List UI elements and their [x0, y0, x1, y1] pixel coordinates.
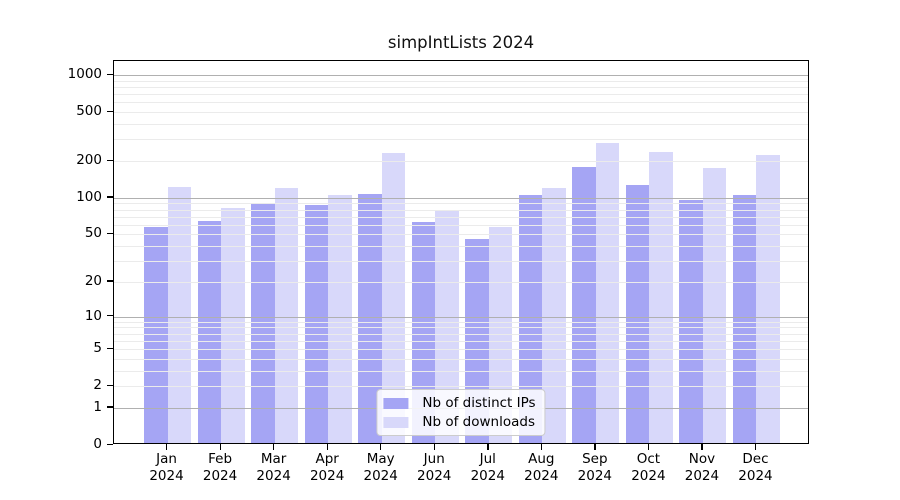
- y-tick-mark: [107, 315, 113, 317]
- x-tick-label-oct: Oct 2024: [631, 451, 666, 484]
- bar-ips-jun: [411, 222, 436, 443]
- x-tick-label-mar: Mar 2024: [256, 451, 291, 484]
- x-tick-mark: [219, 444, 221, 450]
- bar-ips-may: [358, 193, 382, 443]
- bar-downloads-feb: [221, 208, 245, 443]
- x-tick-mark: [166, 444, 168, 450]
- x-tick-label-jun: Jun 2024: [417, 451, 452, 484]
- x-tick-label-jul: Jul 2024: [470, 451, 505, 484]
- y-tick-label-100: 100: [76, 188, 102, 205]
- y-tick-label-1: 1: [93, 398, 102, 415]
- bar-downloads-dec: [756, 154, 780, 443]
- y-tick-mark: [107, 196, 113, 198]
- x-tick-label-may: May 2024: [363, 451, 398, 484]
- y-tick-label-200: 200: [76, 152, 102, 168]
- bar-downloads-jan: [167, 187, 192, 443]
- y-tick-label-500: 500: [76, 103, 102, 120]
- bar-ips-aug: [518, 195, 543, 443]
- y-tick-label-0: 0: [93, 436, 102, 452]
- legend-swatch-ips: [383, 397, 409, 409]
- x-tick-mark: [594, 444, 596, 450]
- x-tick-label-jan: Jan 2024: [149, 451, 184, 484]
- y-tick-label-2: 2: [93, 377, 102, 394]
- y-tick-label-1000: 1000: [67, 66, 102, 83]
- bar-downloads-sep: [595, 143, 620, 443]
- y-tick-mark: [107, 384, 113, 386]
- legend: Nb of distinct IPs Nb of downloads: [376, 389, 546, 436]
- y-tick-mark: [107, 443, 113, 445]
- legend-label-distinct-ips: Nb of distinct IPs: [422, 395, 536, 411]
- bar-ips-apr: [304, 205, 329, 443]
- x-tick-label-apr: Apr 2024: [309, 451, 345, 484]
- bar-downloads-nov: [702, 168, 727, 443]
- x-tick-mark: [487, 444, 489, 450]
- bar-ips-jan: [144, 226, 168, 443]
- x-tick-mark: [380, 444, 382, 450]
- x-tick-mark: [540, 444, 543, 450]
- x-tick-mark: [754, 444, 757, 450]
- y-tick-mark: [107, 232, 113, 235]
- bar-downloads-mar: [274, 188, 299, 443]
- bar-downloads-jul: [488, 226, 513, 443]
- legend-item-distinct-ips: Nb of distinct IPs: [383, 395, 536, 411]
- y-tick-label-5: 5: [93, 340, 102, 357]
- bar-downloads-aug: [542, 188, 566, 443]
- x-tick-mark: [647, 444, 650, 450]
- x-tick-label-dec: Dec 2024: [738, 451, 773, 484]
- y-tick-mark: [107, 280, 113, 282]
- bar-ips-mar: [251, 203, 275, 443]
- bar-ips-feb: [197, 221, 222, 443]
- x-tick-label-feb: Feb 2024: [202, 451, 238, 484]
- bar-ips-oct: [625, 184, 650, 443]
- x-tick-label-sep: Sep 2024: [577, 451, 613, 484]
- y-tick-mark: [107, 159, 113, 161]
- y-tick-label-10: 10: [84, 307, 102, 324]
- x-tick-mark: [326, 444, 328, 450]
- x-tick-mark: [433, 444, 436, 450]
- legend-swatch-downloads: [383, 416, 409, 428]
- x-tick-mark: [701, 444, 703, 450]
- y-tick-mark: [107, 406, 113, 408]
- legend-item-downloads: Nb of downloads: [383, 414, 535, 430]
- legend-label-downloads: Nb of downloads: [422, 414, 535, 430]
- y-tick-mark: [107, 347, 113, 349]
- y-tick-mark: [107, 73, 113, 75]
- bars-layer: [114, 61, 808, 443]
- bar-downloads-jun: [435, 209, 459, 443]
- y-tick-label-20: 20: [84, 272, 102, 289]
- bar-ips-nov: [679, 199, 703, 443]
- x-tick-mark: [273, 444, 275, 450]
- y-tick-label-50: 50: [84, 225, 102, 242]
- bar-ips-sep: [572, 166, 596, 443]
- bar-downloads-apr: [328, 195, 352, 443]
- plot-area: Nb of distinct IPs Nb of downloads: [113, 60, 809, 444]
- y-tick-mark: [107, 110, 113, 112]
- chart-title: simpIntLists 2024: [387, 33, 535, 52]
- bar-downloads-oct: [649, 152, 673, 443]
- x-tick-label-aug: Aug 2024: [524, 451, 559, 484]
- x-tick-label-nov: Nov 2024: [684, 451, 720, 484]
- bar-ips-dec: [732, 195, 757, 443]
